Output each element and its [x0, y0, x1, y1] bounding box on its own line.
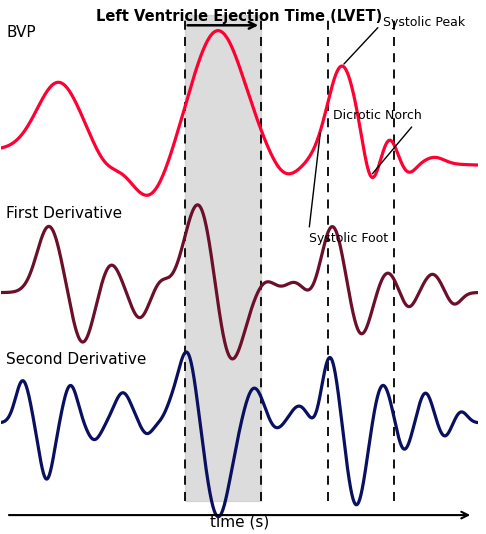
Text: Dicrotic Norch: Dicrotic Norch [332, 109, 421, 174]
Text: BVP: BVP [6, 25, 36, 40]
Text: time (s): time (s) [210, 515, 269, 530]
Text: Systolic Peak: Systolic Peak [344, 16, 465, 64]
Text: Systolic Foot: Systolic Foot [309, 133, 388, 246]
Text: Second Derivative: Second Derivative [6, 352, 146, 367]
Text: Left Ventricle Ejection Time (LVET): Left Ventricle Ejection Time (LVET) [97, 10, 383, 25]
Bar [185, 14, 261, 501]
Text: First Derivative: First Derivative [6, 206, 122, 221]
